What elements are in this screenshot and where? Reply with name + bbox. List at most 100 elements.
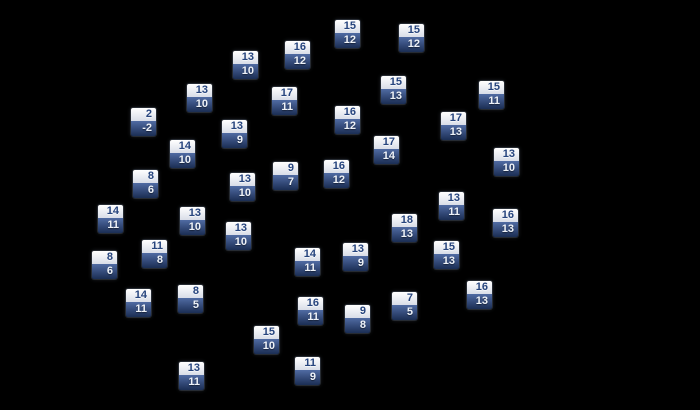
- low-temperature-value: 11: [126, 302, 151, 317]
- low-temperature-value: 10: [226, 235, 251, 250]
- temperature-marker[interactable]: 13 10: [226, 222, 251, 250]
- temperature-marker[interactable]: 17 14: [374, 136, 399, 164]
- temperature-marker[interactable]: 14 11: [126, 289, 151, 317]
- temperature-marker[interactable]: 16 12: [324, 160, 349, 188]
- temperature-marker[interactable]: 16 13: [493, 209, 518, 237]
- temperature-marker[interactable]: 17 13: [441, 112, 466, 140]
- temperature-marker[interactable]: 13 10: [187, 84, 212, 112]
- high-temperature-value: 16: [298, 297, 323, 310]
- low-temperature-value: 11: [479, 94, 504, 109]
- high-temperature-value: 13: [180, 207, 205, 220]
- temperature-marker[interactable]: 16 11: [298, 297, 323, 325]
- temperature-marker[interactable]: 18 13: [392, 214, 417, 242]
- high-temperature-value: 9: [273, 162, 298, 175]
- high-temperature-value: 9: [345, 305, 370, 318]
- low-temperature-value: 11: [179, 375, 204, 390]
- low-temperature-value: 14: [374, 149, 399, 164]
- temperature-marker[interactable]: 16 13: [467, 281, 492, 309]
- high-temperature-value: 13: [226, 222, 251, 235]
- temperature-marker[interactable]: 14 11: [98, 205, 123, 233]
- low-temperature-value: 12: [399, 37, 424, 52]
- low-temperature-value: 11: [295, 261, 320, 276]
- high-temperature-value: 16: [335, 106, 360, 119]
- low-temperature-value: 6: [133, 183, 158, 198]
- temperature-marker[interactable]: 17 11: [272, 87, 297, 115]
- temperature-marker[interactable]: 13 10: [233, 51, 258, 79]
- low-temperature-value: 8: [345, 318, 370, 333]
- temperature-marker[interactable]: 13 9: [222, 120, 247, 148]
- high-temperature-value: 15: [254, 326, 279, 339]
- high-temperature-value: 14: [98, 205, 123, 218]
- high-temperature-value: 13: [222, 120, 247, 133]
- temperature-marker[interactable]: 15 13: [381, 76, 406, 104]
- low-temperature-value: 10: [187, 97, 212, 112]
- low-temperature-value: 11: [272, 100, 297, 115]
- high-temperature-value: 13: [343, 243, 368, 256]
- high-temperature-value: 8: [92, 251, 117, 264]
- temperature-marker[interactable]: 13 10: [230, 173, 255, 201]
- high-temperature-value: 8: [133, 170, 158, 183]
- temperature-marker[interactable]: 16 12: [285, 41, 310, 69]
- high-temperature-value: 16: [324, 160, 349, 173]
- high-temperature-value: 15: [381, 76, 406, 89]
- high-temperature-value: 16: [285, 41, 310, 54]
- low-temperature-value: 13: [441, 125, 466, 140]
- high-temperature-value: 17: [374, 136, 399, 149]
- high-temperature-value: 17: [272, 87, 297, 100]
- low-temperature-value: 13: [467, 294, 492, 309]
- high-temperature-value: 17: [441, 112, 466, 125]
- low-temperature-value: -2: [131, 121, 156, 136]
- low-temperature-value: 9: [295, 370, 320, 385]
- high-temperature-value: 13: [187, 84, 212, 97]
- temperature-marker[interactable]: 13 10: [180, 207, 205, 235]
- low-temperature-value: 5: [392, 305, 417, 320]
- temperature-marker[interactable]: 14 10: [170, 140, 195, 168]
- temperature-marker[interactable]: 2 -2: [131, 108, 156, 136]
- low-temperature-value: 11: [98, 218, 123, 233]
- temperature-marker[interactable]: 13 11: [179, 362, 204, 390]
- temperature-marker[interactable]: 15 12: [335, 20, 360, 48]
- temperature-marker[interactable]: 15 10: [254, 326, 279, 354]
- temperature-marker[interactable]: 15 13: [434, 241, 459, 269]
- high-temperature-value: 18: [392, 214, 417, 227]
- low-temperature-value: 13: [392, 227, 417, 242]
- high-temperature-value: 16: [467, 281, 492, 294]
- temperature-marker[interactable]: 15 12: [399, 24, 424, 52]
- high-temperature-value: 14: [170, 140, 195, 153]
- temperature-marker[interactable]: 15 11: [479, 81, 504, 109]
- low-temperature-value: 9: [343, 256, 368, 271]
- high-temperature-value: 13: [494, 148, 519, 161]
- low-temperature-value: 11: [439, 205, 464, 220]
- temperature-marker[interactable]: 14 11: [295, 248, 320, 276]
- temperature-marker[interactable]: 13 11: [439, 192, 464, 220]
- high-temperature-value: 14: [295, 248, 320, 261]
- temperature-marker[interactable]: 13 10: [494, 148, 519, 176]
- low-temperature-value: 12: [335, 33, 360, 48]
- low-temperature-value: 5: [178, 298, 203, 313]
- low-temperature-value: 10: [233, 64, 258, 79]
- low-temperature-value: 7: [273, 175, 298, 190]
- temperature-marker[interactable]: 13 9: [343, 243, 368, 271]
- high-temperature-value: 15: [399, 24, 424, 37]
- low-temperature-value: 10: [180, 220, 205, 235]
- temperature-marker[interactable]: 16 12: [335, 106, 360, 134]
- low-temperature-value: 6: [92, 264, 117, 279]
- high-temperature-value: 2: [131, 108, 156, 121]
- temperature-marker[interactable]: 11 9: [295, 357, 320, 385]
- high-temperature-value: 11: [295, 357, 320, 370]
- low-temperature-value: 13: [434, 254, 459, 269]
- low-temperature-value: 13: [493, 222, 518, 237]
- low-temperature-value: 13: [381, 89, 406, 104]
- low-temperature-value: 9: [222, 133, 247, 148]
- high-temperature-value: 13: [179, 362, 204, 375]
- low-temperature-value: 8: [142, 253, 167, 268]
- temperature-marker[interactable]: 11 8: [142, 240, 167, 268]
